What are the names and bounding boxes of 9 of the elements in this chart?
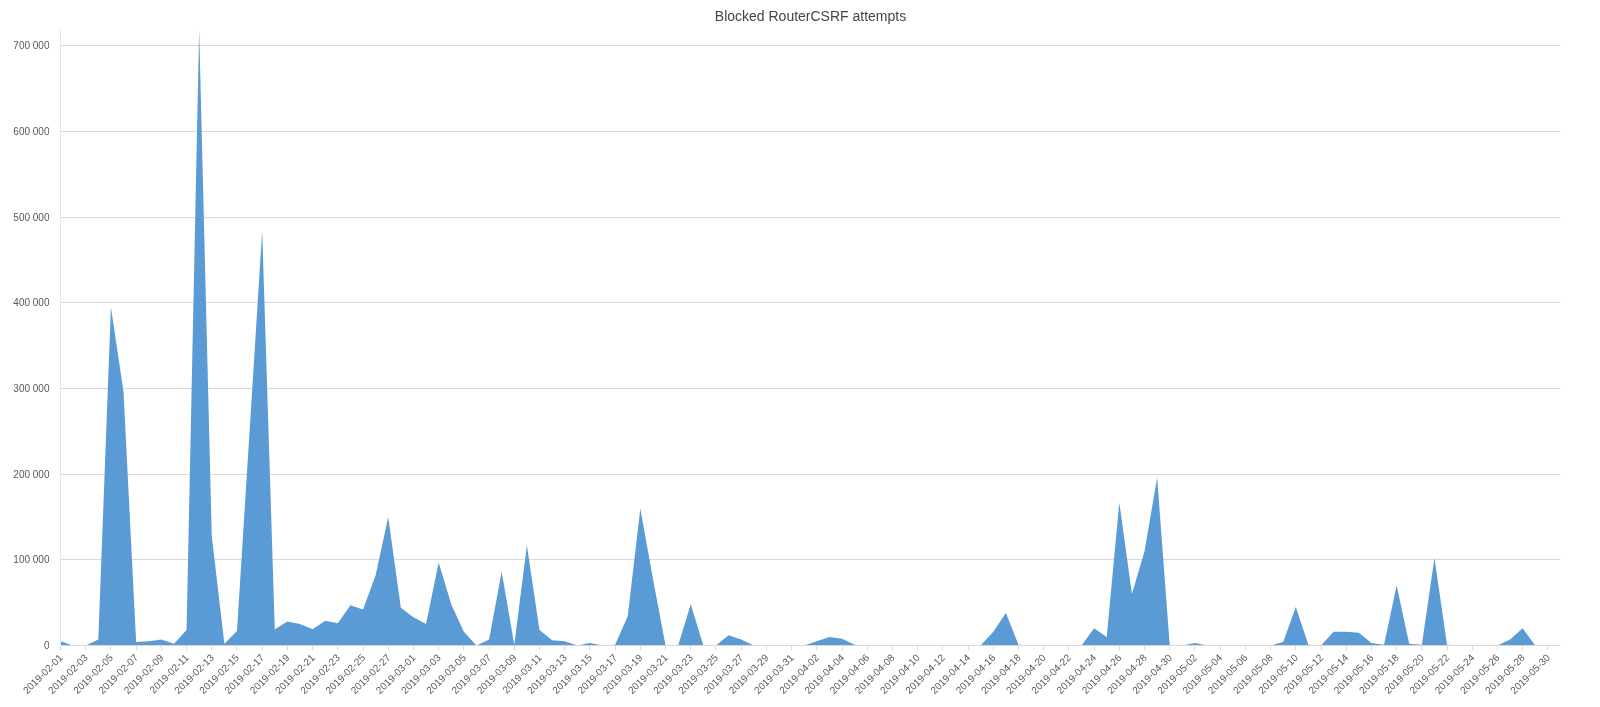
y-tick-label: 300 000 xyxy=(13,382,50,394)
y-tick-label: 500 000 xyxy=(13,211,50,223)
y-tick-label: 400 000 xyxy=(13,297,50,309)
chart-title: Blocked RouterCSRF attempts xyxy=(714,7,907,24)
y-tick-label: 600 000 xyxy=(13,125,50,137)
y-tick-label: 200 000 xyxy=(13,468,50,480)
y-tick-label: 100 000 xyxy=(13,554,50,566)
y-tick-label: 0 xyxy=(43,640,50,651)
y-tick-label: 700 000 xyxy=(13,40,50,52)
